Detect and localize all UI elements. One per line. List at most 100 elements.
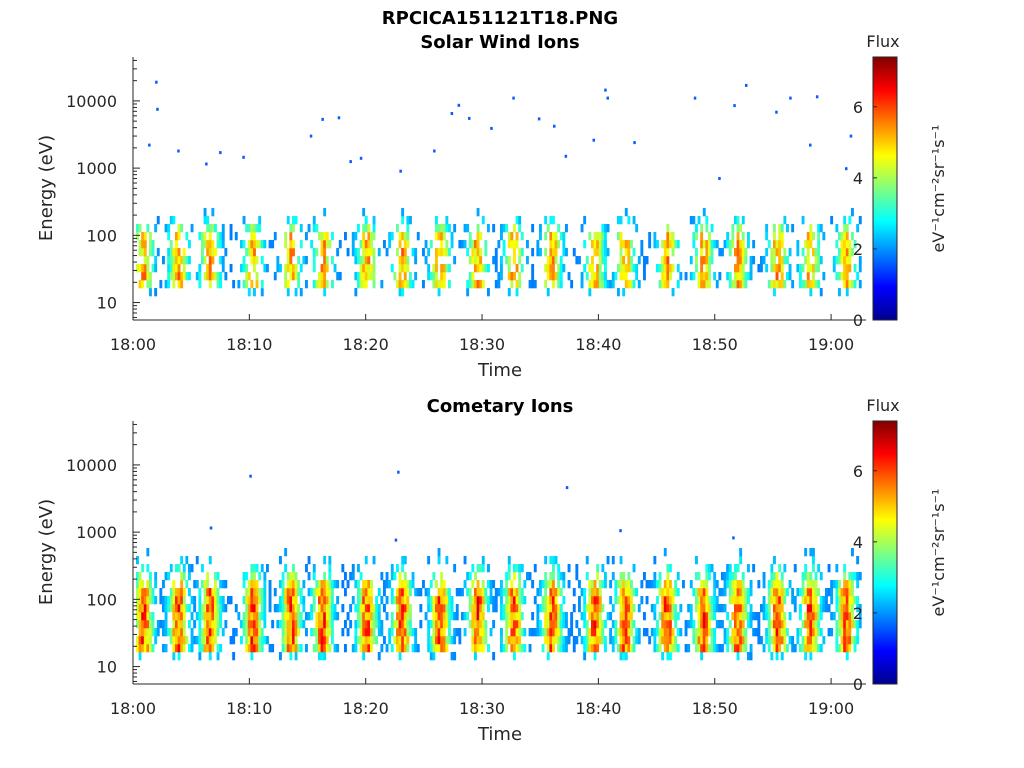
heatmap-cell (843, 216, 847, 225)
heatmap-cell (172, 604, 176, 613)
sparse-point (309, 134, 313, 138)
heatmap-cell (367, 580, 371, 589)
heatmap-cell (559, 572, 563, 581)
heatmap-cell (172, 248, 176, 257)
heatmap-cell (185, 636, 189, 645)
heatmap-cell (240, 240, 243, 249)
heatmap-cell (214, 604, 217, 613)
heatmap-cell (336, 644, 340, 653)
heatmap-cell (515, 588, 519, 597)
heatmap-cell (169, 216, 173, 225)
heatmap-cell (255, 272, 259, 281)
heatmap-cell (442, 580, 446, 589)
heatmap-cell (848, 280, 852, 289)
heatmap-cell (429, 272, 433, 281)
heatmap-cell (778, 580, 782, 589)
heatmap-cell (666, 248, 670, 257)
heatmap-cell (739, 240, 743, 249)
heatmap-cell (242, 216, 246, 225)
heatmap-cell (310, 588, 314, 597)
heatmap-cell (289, 248, 293, 257)
heatmap-cell (208, 256, 212, 265)
heatmap-cell (520, 612, 524, 621)
heatmap-cell (201, 628, 204, 637)
heatmap-cell (624, 596, 628, 605)
heatmap-cell (734, 272, 737, 281)
heatmap-cell (676, 240, 680, 249)
heatmap-cell (344, 588, 347, 597)
heatmap-cell (848, 572, 852, 581)
heatmap-cell (336, 248, 340, 257)
heatmap-cell (858, 264, 862, 273)
heatmap-cell (731, 644, 735, 653)
heatmap-cell (518, 216, 522, 225)
heatmap-cell (396, 224, 399, 233)
heatmap-cell (201, 256, 204, 265)
heatmap-cell (325, 256, 329, 265)
heatmap-cell (346, 580, 350, 589)
heatmap-cell (289, 572, 293, 581)
heatmap-cell (279, 596, 282, 605)
heatmap-cell (364, 604, 368, 613)
heatmap-cell (149, 636, 152, 645)
heatmap-cell (279, 580, 282, 589)
heatmap-cell (315, 280, 319, 289)
heatmap-cell (736, 588, 740, 597)
heatmap-cell (297, 256, 301, 265)
heatmap-cell (390, 628, 394, 637)
heatmap-cell (617, 628, 620, 637)
heatmap-cell (734, 248, 737, 257)
heatmap-cell (294, 612, 298, 621)
heatmap-cell (767, 280, 771, 289)
heatmap-cell (702, 596, 706, 605)
heatmap-cell (702, 604, 706, 613)
heatmap-cell (463, 240, 467, 249)
heatmap-cell (286, 264, 290, 273)
heatmap-cell (435, 264, 438, 273)
heatmap-cell (593, 580, 597, 589)
heatmap-cell (715, 620, 719, 629)
heatmap-cell (630, 644, 633, 653)
heatmap-cell (700, 620, 704, 629)
heatmap-cell (468, 272, 472, 281)
heatmap-cell (284, 636, 288, 645)
heatmap-cell (219, 272, 223, 281)
heatmap-cell (263, 620, 267, 629)
heatmap-cell (175, 612, 178, 621)
heatmap-cell (370, 644, 373, 653)
heatmap-cell (593, 628, 597, 637)
heatmap-cell (445, 264, 449, 273)
heatmap-cell (780, 636, 784, 645)
heatmap-cell (812, 280, 815, 289)
heatmap-cell (747, 652, 750, 661)
heatmap-cell (804, 564, 808, 573)
heatmap-cell (562, 644, 566, 653)
heatmap-cell (778, 588, 782, 597)
heatmap-cell (419, 604, 423, 613)
heatmap-cell (822, 636, 826, 645)
heatmap-cell (476, 620, 480, 629)
heatmap-cell (513, 224, 516, 233)
heatmap-cell (325, 620, 329, 629)
heatmap-cell (380, 596, 384, 605)
heatmap-cell (611, 272, 615, 281)
heatmap-cell (741, 248, 745, 257)
heatmap-cell (354, 256, 358, 265)
heatmap-cell (175, 588, 178, 597)
heatmap-cell (632, 588, 636, 597)
heatmap-cell (224, 604, 228, 613)
heatmap-cell (484, 596, 488, 605)
heatmap-cell (814, 644, 818, 653)
heatmap-cell (164, 628, 168, 637)
heatmap-cell (822, 596, 826, 605)
heatmap-cell (780, 628, 784, 637)
heatmap-cell (406, 604, 410, 613)
heatmap-cell (728, 588, 732, 597)
heatmap-cell (164, 620, 168, 629)
heatmap-cell (466, 248, 470, 257)
heatmap-cell (700, 224, 704, 233)
heatmap-cell (416, 588, 420, 597)
heatmap-cell (427, 272, 431, 281)
heatmap-cell (640, 240, 644, 249)
heatmap-cell (632, 636, 636, 645)
